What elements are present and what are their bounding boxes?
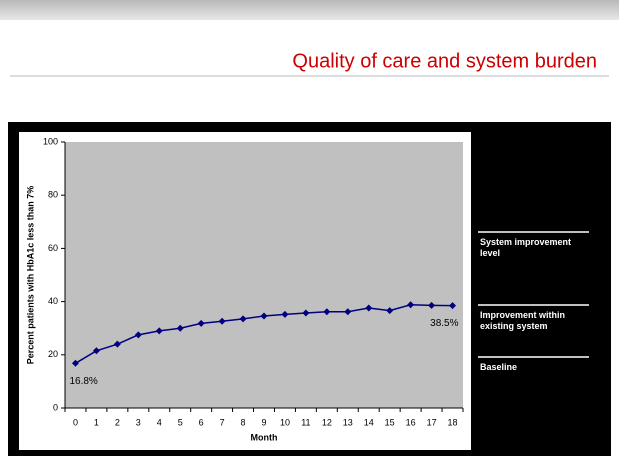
data-point: [407, 301, 415, 309]
x-tick-label: 10: [280, 417, 290, 427]
x-tick-label: 9: [261, 417, 266, 427]
y-tick-label: 80: [48, 190, 58, 200]
slide-title: Quality of care and system burden: [292, 50, 597, 72]
x-tick-label: 13: [343, 417, 353, 427]
data-point: [386, 307, 394, 315]
y-tick-label: 60: [48, 243, 58, 253]
x-tick-label: 18: [448, 417, 458, 427]
data-point: [176, 324, 184, 332]
x-tick-label: 3: [136, 417, 141, 427]
x-tick-label: 15: [385, 417, 395, 427]
x-tick-label: 1: [94, 417, 99, 427]
data-point: [281, 310, 289, 318]
x-tick-label: 12: [322, 417, 332, 427]
data-point: [71, 359, 79, 367]
y-tick-label: 20: [48, 349, 58, 359]
plot-area: [65, 142, 463, 408]
data-point: [302, 309, 310, 317]
x-tick-label: 8: [241, 417, 246, 427]
data-point: [365, 304, 373, 312]
x-tick-label: 14: [364, 417, 374, 427]
data-point: [155, 327, 163, 335]
x-tick-label: 2: [115, 417, 120, 427]
data-point: [260, 312, 268, 320]
annotation: System improvement level: [480, 237, 571, 258]
x-tick-label: 5: [178, 417, 183, 427]
data-label: 38.5%: [430, 318, 458, 329]
data-point: [113, 340, 121, 348]
x-tick-label: 0: [73, 417, 78, 427]
y-tick-label: 100: [43, 136, 58, 146]
data-point: [134, 331, 142, 339]
x-tick-label: 6: [199, 417, 204, 427]
data-point: [344, 308, 352, 316]
annotation: Baseline: [480, 362, 517, 372]
x-tick-label: 7: [220, 417, 225, 427]
data-point: [92, 347, 100, 355]
x-tick-label: 4: [157, 417, 162, 427]
data-point: [323, 308, 331, 316]
annotation: Improvement within existing system: [480, 310, 565, 331]
x-tick-label: 17: [427, 417, 437, 427]
data-point: [428, 301, 436, 309]
y-tick-label: 0: [53, 402, 58, 412]
data-label: 16.8%: [69, 376, 97, 387]
top-band: [0, 0, 619, 20]
x-axis-label: Month: [251, 432, 278, 442]
y-tick-label: 40: [48, 296, 58, 306]
y-axis-label: Percent patients with HbA1c less than 7%: [25, 186, 35, 365]
x-tick-label: 11: [301, 417, 310, 427]
data-point: [239, 315, 247, 323]
data-point: [197, 319, 205, 327]
data-point: [218, 317, 226, 325]
x-tick-label: 16: [406, 417, 416, 427]
data-point: [449, 302, 457, 310]
